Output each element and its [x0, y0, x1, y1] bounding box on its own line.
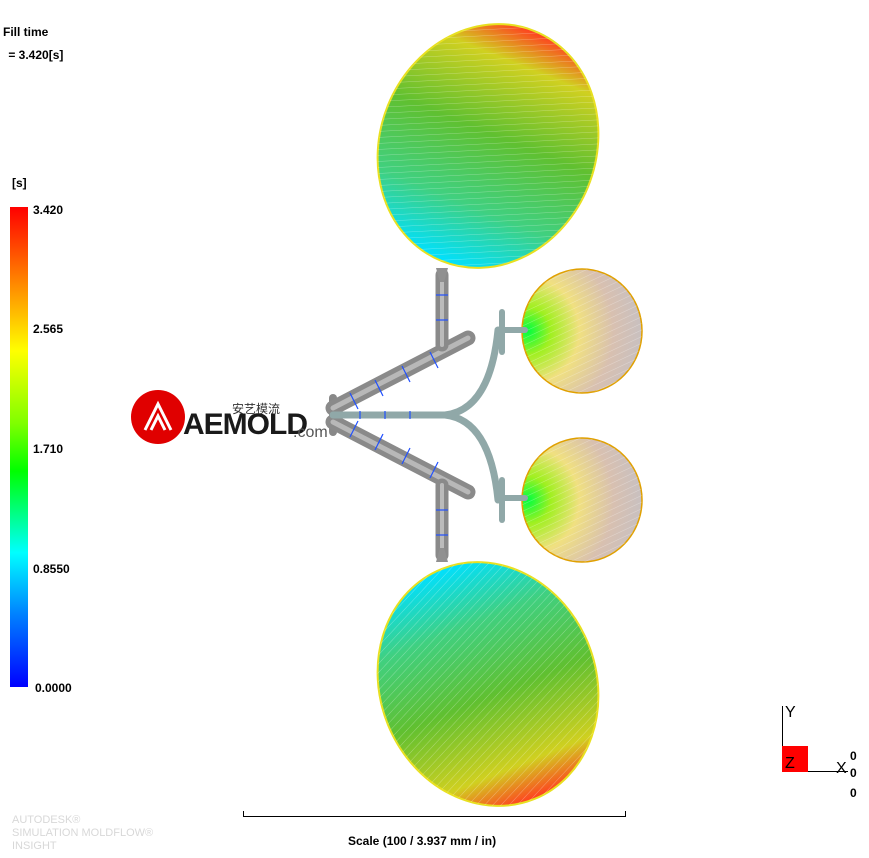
scale-label: Scale (100 / 3.937 mm / in): [348, 834, 497, 848]
legend-tick: 1.710: [33, 442, 64, 456]
result-title: Fill time: [3, 25, 49, 39]
runner-system: [325, 268, 528, 562]
watermark-logo-text: AEMOLD: [183, 408, 308, 441]
brand-line-2: SIMULATION MOLDFLOW®: [12, 827, 154, 839]
triad-z-box: [782, 746, 808, 772]
watermark-logo-icon: [131, 390, 185, 444]
lower-side-cavity: [521, 437, 643, 563]
triad-z-label: Z: [785, 755, 795, 772]
triad-value: 0: [850, 786, 857, 800]
scale-bar-end: [625, 811, 626, 817]
legend-tick: 2.565: [33, 322, 64, 336]
triad-x-label: X: [836, 760, 847, 777]
triad-y-axis: [782, 706, 783, 772]
legend-unit: [s]: [12, 176, 27, 190]
legend-tick-min: 0.0000: [35, 681, 72, 695]
triad-x-axis: [782, 771, 848, 772]
legend-tick-max: 3.420: [33, 203, 64, 217]
result-value: = 3.420[s]: [5, 48, 64, 62]
brand-line-3: INSIGHT: [12, 840, 57, 852]
watermark-logo-chinese: 安艺模流: [232, 402, 281, 416]
scale-bar-end: [243, 811, 244, 817]
scale-bar: [243, 816, 625, 817]
legend-tick: 0.8550: [33, 562, 70, 576]
upper-side-cavity: [521, 268, 643, 394]
brand-line-1: AUTODESK®: [12, 814, 81, 826]
top-cavity: [376, 23, 600, 269]
legend-colorbar: [10, 207, 28, 687]
triad-value: 0: [850, 749, 857, 763]
gates: [436, 268, 448, 562]
triad-y-label: Y: [785, 704, 796, 721]
triad-value: 0: [850, 766, 857, 780]
watermark-logo-suffix: .com: [293, 424, 328, 441]
bottom-cavity: [376, 561, 600, 807]
runner-contours: [349, 294, 448, 536]
